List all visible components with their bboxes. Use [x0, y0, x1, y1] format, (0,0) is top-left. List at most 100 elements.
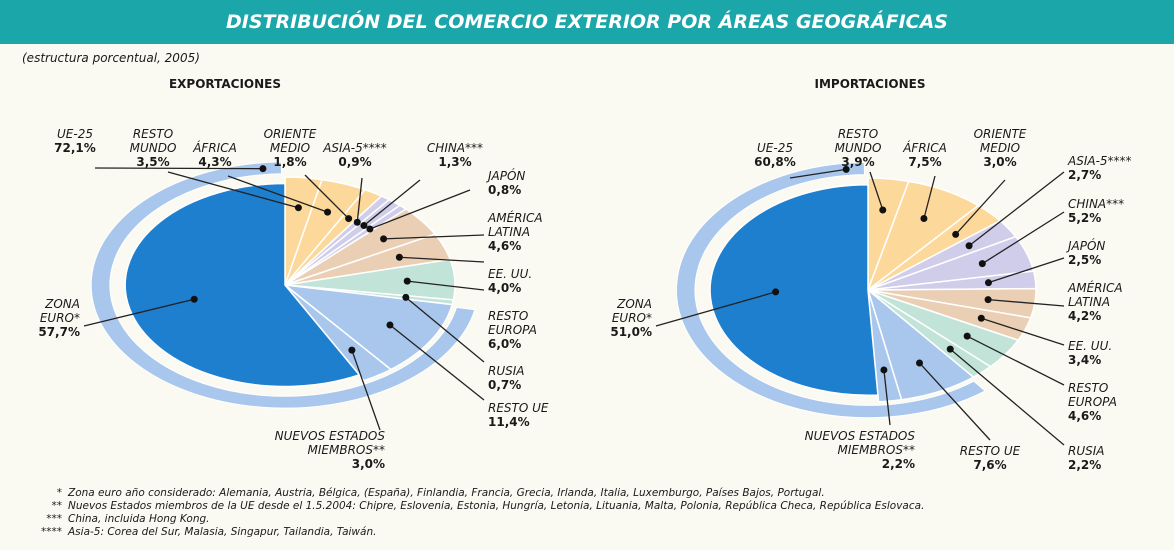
label-line: ÁFRICA	[902, 140, 947, 155]
slice-value-label: 2,5%	[1068, 253, 1101, 267]
leader-dot	[259, 165, 267, 173]
label-line: MEDIO	[270, 141, 310, 155]
label-line: EE. UU.	[1068, 339, 1112, 353]
slice-value-label: 3,0%	[983, 155, 1016, 169]
slice-value-label: 4,6%	[488, 239, 521, 253]
label-line: ORIENTE	[264, 127, 317, 141]
label-line: EURO*	[612, 311, 652, 325]
pie-slice	[282, 283, 454, 371]
label-line: CHINA***	[427, 141, 483, 155]
leader-dot	[772, 288, 780, 296]
label-line: RESTO	[838, 127, 878, 141]
leader-line	[789, 168, 847, 179]
slice-label: ZONA EURO*	[612, 297, 652, 325]
slice-value-label: 2,7%	[1068, 168, 1101, 182]
slice-value-label: 4,2%	[1068, 309, 1101, 323]
slice-label: UE-25	[757, 141, 793, 155]
leader-dot	[984, 279, 992, 287]
leader-line	[869, 171, 884, 211]
leader-line	[389, 324, 485, 401]
leader-dot	[403, 277, 411, 285]
leader-dot	[360, 222, 368, 230]
slice-value-label: 1,8%	[273, 155, 306, 169]
slice-value-label: 0,7%	[488, 378, 521, 392]
leader-line	[383, 234, 485, 240]
label-line: JAPÓN	[1066, 238, 1105, 253]
slice-label: NUEVOS ESTADOS MIEMBROS**	[805, 429, 916, 457]
leader-line	[981, 317, 1065, 346]
slice-value-label: 2,2%	[882, 457, 915, 471]
label-line: MIEMBROS**	[838, 443, 915, 457]
label-line: RESTO	[488, 309, 528, 323]
slice-value-label: 0,9%	[338, 155, 371, 169]
leader-line	[356, 177, 363, 223]
label-line: EUROPA	[1068, 395, 1117, 409]
label-line: EURO*	[40, 311, 80, 325]
leader-dot	[946, 345, 954, 353]
footnote-mark: ****	[41, 526, 62, 538]
pie-slice	[124, 182, 361, 388]
leader-dot	[965, 242, 973, 250]
slice-value-label: 4,3%	[198, 155, 231, 169]
slice-label: AMÉRICA LATINA	[1067, 280, 1123, 309]
label-line: ORIENTE	[974, 127, 1027, 141]
slice-value-label: 7,6%	[973, 458, 1006, 472]
slice-label: CHINA***	[1068, 197, 1124, 211]
label-line: MUNDO	[835, 141, 882, 155]
label-line: AMÉRICA	[1067, 280, 1123, 295]
slice-value-label: 57,7%	[38, 325, 80, 339]
slice-value-label: 72,1%	[54, 141, 96, 155]
slice-label: RESTO EUROPA	[488, 309, 537, 337]
slice-value-label: 3,4%	[1068, 353, 1101, 367]
slice-label: JAPÓN	[486, 168, 525, 183]
slice-label: ORIENTE MEDIO	[264, 127, 317, 155]
leader-line	[968, 171, 1065, 247]
label-line: EUROPA	[488, 323, 537, 337]
leader-line	[227, 175, 328, 213]
footnote-mark: **	[52, 500, 63, 512]
leader-line	[83, 298, 195, 327]
label-line: EE. UU.	[488, 267, 532, 281]
footnote-mark: ***	[46, 513, 62, 525]
leader-line	[966, 335, 1065, 386]
slice-label: CHINA***	[427, 141, 483, 155]
leader-line	[955, 179, 1006, 235]
leader-line	[981, 211, 1065, 265]
leader-dot	[952, 230, 960, 238]
slice-value-label: 6,0%	[488, 337, 521, 351]
chart-title: IMPORTACIONES	[815, 77, 926, 91]
title-bar	[0, 0, 1174, 44]
chart-title: EXPORTACIONES	[169, 77, 281, 91]
label-line: UE-25	[757, 141, 793, 155]
leader-line	[923, 175, 936, 219]
leader-line	[369, 189, 471, 230]
slice-label: RUSIA	[488, 364, 525, 378]
leader-dot	[978, 260, 986, 268]
slice-label: ZONA EURO*	[40, 297, 80, 325]
leader-line	[351, 349, 381, 431]
label-line: RESTO	[1068, 381, 1108, 395]
slice-label: RUSIA	[1068, 444, 1105, 458]
subtitle: (estructura porcentual, 2005)	[22, 51, 200, 65]
leader-dot	[984, 296, 992, 304]
pie-slice	[709, 183, 879, 397]
leader-dot	[402, 293, 410, 301]
leader-line	[883, 369, 891, 426]
label-line: MEDIO	[980, 141, 1020, 155]
label-line: RESTO	[133, 127, 173, 141]
leader-dot	[395, 253, 403, 261]
leader-dot	[880, 366, 888, 374]
slice-label: ASIA-5****	[322, 141, 387, 155]
slice-value-label: 4,0%	[488, 281, 521, 295]
label-line: ZONA	[616, 297, 652, 311]
slice-label: EE. UU.	[488, 267, 532, 281]
label-line: LATINA	[488, 225, 530, 239]
slice-label: EE. UU.	[1068, 339, 1112, 353]
label-line: CHINA***	[1068, 197, 1124, 211]
leader-dot	[963, 332, 971, 340]
slice-value-label: 60,8%	[754, 155, 796, 169]
leader-line	[94, 167, 263, 170]
leader-dot	[353, 218, 361, 226]
label-line: RESTO UE	[960, 444, 1021, 458]
